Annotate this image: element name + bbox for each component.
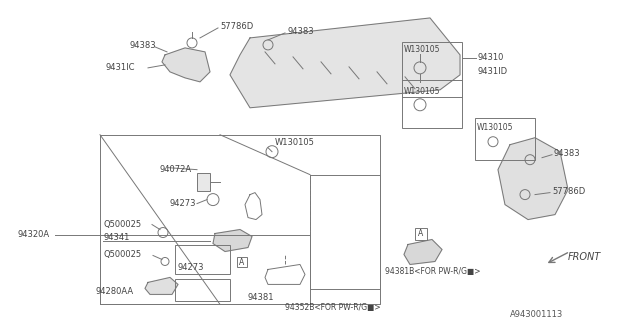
Text: Q500025: Q500025 xyxy=(103,220,141,229)
Text: FRONT: FRONT xyxy=(568,252,601,262)
Bar xyxy=(402,42,462,97)
Text: 94383: 94383 xyxy=(554,149,580,158)
Text: 94280AA: 94280AA xyxy=(95,287,133,296)
Text: W130105: W130105 xyxy=(404,45,440,54)
Text: 94381B<FOR PW-R/G■>: 94381B<FOR PW-R/G■> xyxy=(385,267,481,276)
Polygon shape xyxy=(230,18,460,108)
Text: A: A xyxy=(239,258,244,267)
Bar xyxy=(175,244,230,275)
Text: W130105: W130105 xyxy=(275,138,315,147)
Text: 94381: 94381 xyxy=(248,293,275,302)
Text: 94072A: 94072A xyxy=(160,165,192,174)
Text: 57786D: 57786D xyxy=(220,22,253,31)
Bar xyxy=(402,80,462,128)
Bar xyxy=(475,118,535,160)
Text: 94320A: 94320A xyxy=(18,230,50,239)
Text: 94341: 94341 xyxy=(103,233,129,242)
Text: 57786D: 57786D xyxy=(552,187,585,196)
Text: A: A xyxy=(419,229,424,238)
Text: W130105: W130105 xyxy=(404,87,440,96)
Bar xyxy=(237,258,247,268)
Polygon shape xyxy=(404,239,442,264)
Bar xyxy=(175,279,230,301)
Polygon shape xyxy=(213,229,252,252)
Text: 94310: 94310 xyxy=(478,53,504,62)
Text: 94383: 94383 xyxy=(288,28,315,36)
Polygon shape xyxy=(145,277,178,294)
Text: A943001113: A943001113 xyxy=(510,310,563,319)
Text: 9431IC: 9431IC xyxy=(105,63,134,72)
Bar xyxy=(197,173,210,191)
Polygon shape xyxy=(498,138,568,220)
Text: 9431ID: 9431ID xyxy=(478,67,508,76)
Text: Q500025: Q500025 xyxy=(103,250,141,259)
Text: W130105: W130105 xyxy=(477,123,513,132)
Text: 94352B<FOR PW-R/G■>: 94352B<FOR PW-R/G■> xyxy=(285,303,381,312)
Text: 94383: 94383 xyxy=(130,41,157,51)
Bar xyxy=(415,228,427,239)
Polygon shape xyxy=(162,48,210,82)
Text: 94273: 94273 xyxy=(178,263,205,272)
Text: 94273: 94273 xyxy=(170,199,196,208)
